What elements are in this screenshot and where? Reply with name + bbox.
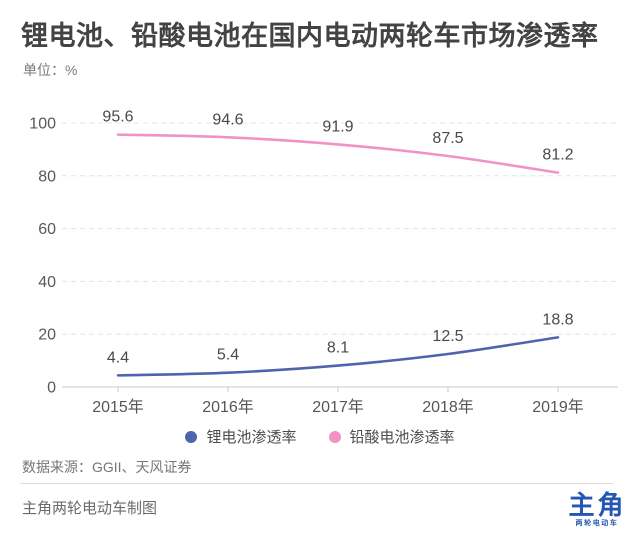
legend-dot-lithium-icon	[185, 430, 198, 443]
footer-divider	[20, 483, 613, 484]
legend-label-lithium: 锂电池渗透率	[206, 429, 297, 446]
y-axis-tick-label: 60	[38, 221, 56, 238]
y-axis-tick-label: 100	[29, 116, 56, 133]
x-axis-label: 2019年	[532, 398, 584, 416]
data-label: 5.4	[217, 347, 239, 364]
chart-legend: 锂电池渗透率 铅酸电池渗透率	[0, 426, 640, 447]
x-axis-label: 2015年	[92, 398, 144, 416]
legend-item-lead-acid: 铅酸电池渗透率	[328, 426, 455, 447]
data-label: 95.6	[102, 109, 133, 126]
data-label: 81.2	[542, 147, 573, 164]
x-axis-label: 2016年	[202, 398, 254, 416]
data-source: 数据来源：GGII、天风证券	[22, 459, 192, 475]
series-line-lead-acid	[116, 133, 560, 174]
brand-logo-sub: 两轮电动车	[575, 520, 619, 527]
y-axis-tick-label: 40	[38, 274, 56, 291]
data-label: 8.1	[327, 340, 349, 357]
footer-credit: 主角两轮电动车制图	[22, 500, 158, 517]
data-label: 18.8	[542, 311, 573, 328]
legend-label-lead-acid: 铅酸电池渗透率	[349, 429, 455, 446]
page-title: 锂电池、铅酸电池在国内电动两轮车市场渗透率	[21, 21, 599, 51]
y-axis-tick-label: 20	[38, 327, 56, 344]
legend-dot-lead-acid-icon	[328, 430, 341, 443]
x-axis-label: 2018年	[422, 398, 474, 416]
y-axis-tick-label: 0	[47, 380, 56, 397]
data-label: 91.9	[322, 118, 353, 135]
y-axis-tick-label: 80	[38, 168, 56, 185]
brand-logo: 主角 两轮电动车	[563, 492, 629, 527]
data-label: 87.5	[432, 130, 463, 147]
data-label: 94.6	[212, 111, 243, 128]
data-label: 4.4	[107, 349, 129, 366]
legend-item-lithium: 锂电池渗透率	[185, 426, 297, 447]
unit-label: 单位：%	[23, 62, 78, 78]
data-label: 12.5	[432, 328, 463, 345]
series-line-lithium	[116, 336, 560, 377]
x-axis-label: 2017年	[312, 398, 364, 416]
line-chart: 0 20 40 60 80 100 2015年 2016年 2017年 2018年 2019年 4.4…	[29, 109, 618, 416]
brand-logo-main: 主角	[568, 490, 627, 520]
